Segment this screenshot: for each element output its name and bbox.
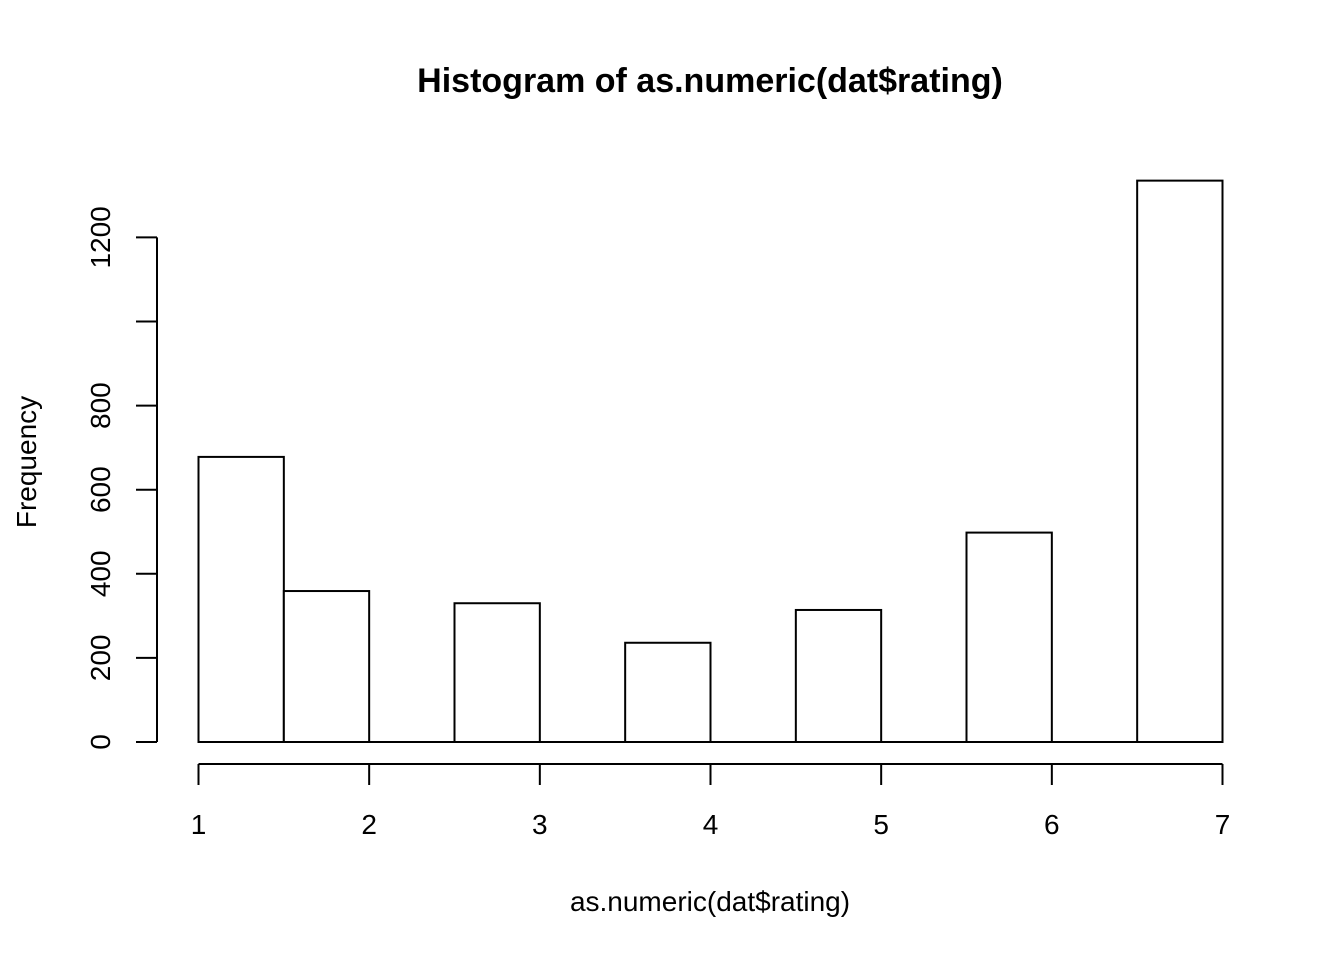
- x-tick-label: 5: [873, 809, 889, 840]
- x-axis-title: as.numeric(dat$rating): [570, 886, 850, 917]
- y-tick-label: 200: [85, 635, 116, 682]
- x-axis: 1 2 3 4 5 6 7: [191, 763, 1231, 840]
- y-axis-title: Frequency: [11, 396, 42, 528]
- y-tick-label: 800: [85, 382, 116, 429]
- bars-group: [197, 179, 1224, 744]
- y-tick-label: 0: [85, 734, 116, 750]
- x-tick-label: 6: [1044, 809, 1060, 840]
- x-tick-label: 3: [532, 809, 548, 840]
- histogram-bar: [794, 608, 883, 744]
- histogram-bar: [197, 455, 285, 743]
- y-tick-label: 1200: [85, 206, 116, 268]
- x-tick-label: 4: [703, 809, 719, 840]
- histogram-bar: [624, 641, 712, 744]
- y-tick-label: 600: [85, 466, 116, 513]
- y-axis: 0 200 400 600 800 1200: [85, 206, 158, 750]
- histogram-bar: [965, 531, 1053, 743]
- x-tick-label: 7: [1215, 809, 1231, 840]
- x-tick-label: 2: [361, 809, 377, 840]
- chart-title: Histogram of as.numeric(dat$rating): [417, 62, 1003, 100]
- histogram-bar: [1136, 179, 1224, 743]
- histogram-bar: [453, 602, 541, 743]
- histogram-bar: [282, 590, 371, 744]
- y-tick-label: 400: [85, 550, 116, 597]
- x-tick-label: 1: [191, 809, 207, 840]
